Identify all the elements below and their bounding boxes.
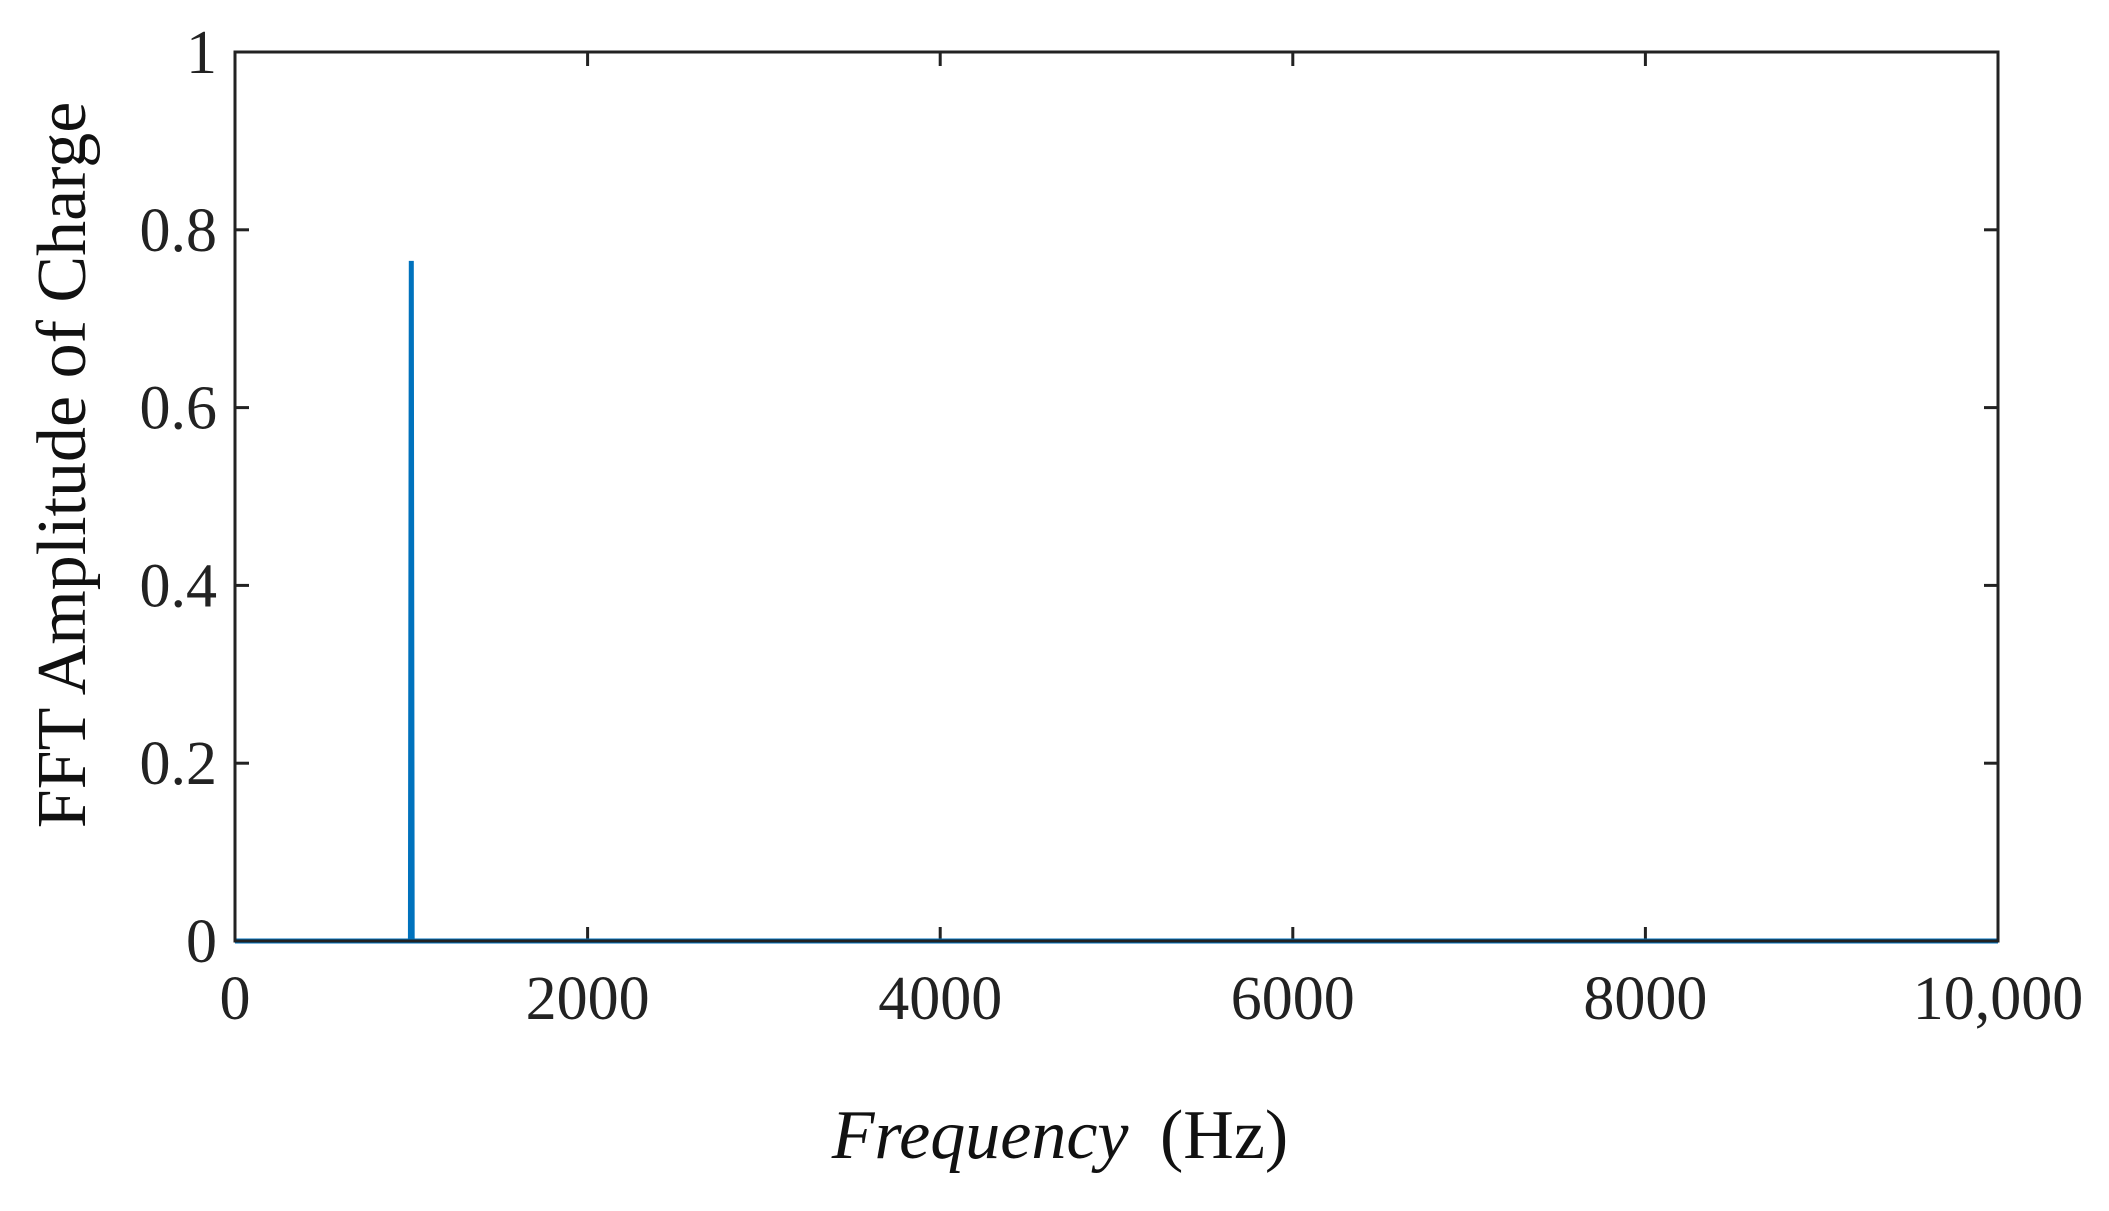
y-tick-label: 0.6	[140, 375, 218, 443]
y-tick-label: 0	[186, 908, 217, 976]
x-tick-label: 8000	[1583, 965, 1707, 1033]
y-tick-label: 0.4	[140, 552, 218, 620]
x-axis-label-quantity: Frequency	[831, 1097, 1130, 1174]
series-layer	[235, 260, 1998, 944]
x-tick-label: 4000	[878, 965, 1002, 1033]
y-tick-label: 0.8	[140, 197, 218, 265]
y-axis-label: FFT Amplitude of Charge	[24, 102, 101, 829]
series-line	[235, 260, 1998, 944]
x-tick-label: 10,000	[1913, 965, 2084, 1033]
plot-frame	[233, 50, 2000, 943]
x-axis-label-unit: (Hz)	[1160, 1097, 1288, 1174]
y-tick-label: 0.2	[140, 730, 218, 798]
x-tick-label: 2000	[526, 965, 650, 1033]
y-tick-label: 1	[186, 19, 217, 87]
x-tick-label: 0	[220, 965, 251, 1033]
x-axis-label: Frequency (Hz)	[831, 1097, 1288, 1174]
y-axis-ticks: 0 0.2 0.4 0.6 0.8 1	[140, 19, 1998, 976]
x-tick-label: 6000	[1231, 965, 1355, 1033]
x-axis-ticks: 0 2000 4000 6000 8000 10,000	[220, 52, 2084, 1033]
